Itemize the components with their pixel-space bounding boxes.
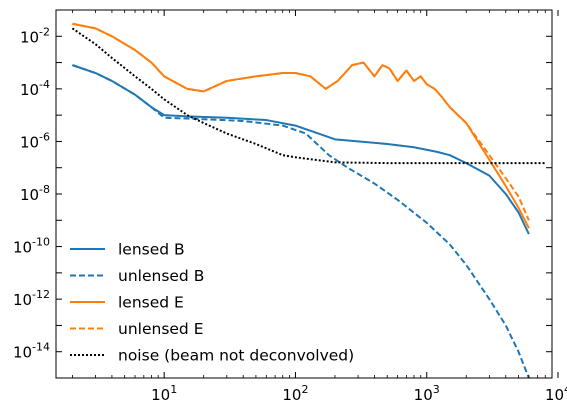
x-tick-label-3: 104 [545, 383, 567, 404]
y-tick-label-2: 10-6 [20, 130, 50, 151]
legend-label-4: noise (beam not deconvolved) [118, 347, 354, 365]
legend-label-1: unlensed B [118, 267, 204, 285]
series-layer [71, 22, 546, 379]
series-line-1 [72, 64, 530, 379]
tick-layer: 101 102 103 104 10-2 10-4 10-6 10-8 10-10 10-12 10… [13, 9, 567, 404]
y-tick-label-3: 10-8 [20, 183, 50, 204]
series-line-4 [71, 27, 546, 165]
legend-label-3: unlensed E [118, 320, 204, 338]
series-line-0 [72, 64, 530, 235]
legend-label-2: lensed E [118, 294, 184, 312]
legend: lensed B unlensed B lensed E unlensed E nois… [70, 241, 354, 365]
plot-background [56, 10, 552, 378]
x-tick-label-0: 101 [151, 383, 177, 404]
y-tick-label-5: 10-12 [13, 288, 50, 309]
series-line-3 [72, 22, 530, 221]
y-tick-label-4: 10-10 [13, 236, 50, 257]
legend-label-0: lensed B [118, 241, 185, 259]
x-tick-label-2: 103 [414, 383, 440, 404]
y-tick-label-6: 10-14 [13, 341, 50, 362]
y-tick-label-0: 10-2 [20, 25, 50, 46]
y-tick-label-1: 10-4 [20, 78, 50, 99]
x-tick-label-1: 102 [282, 383, 308, 404]
